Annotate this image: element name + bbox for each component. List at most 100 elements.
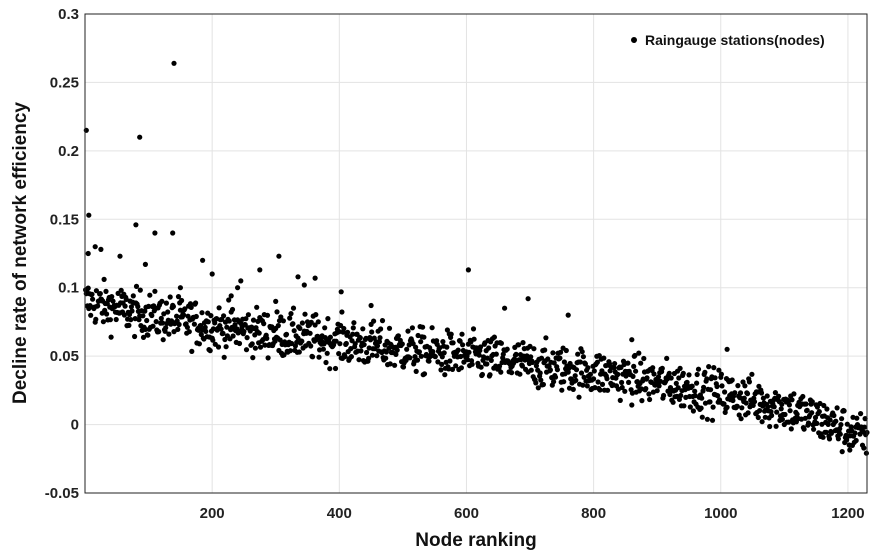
data-point (854, 415, 860, 421)
data-point (650, 365, 656, 371)
data-point (393, 351, 399, 357)
data-point (803, 401, 809, 407)
data-point (182, 306, 188, 312)
data-point (704, 416, 711, 422)
data-point (387, 361, 393, 367)
data-point (479, 371, 485, 378)
data-point (287, 315, 293, 321)
data-point (416, 349, 422, 355)
data-point (100, 319, 106, 325)
data-point (520, 340, 526, 346)
data-point (577, 359, 583, 365)
data-point (399, 341, 405, 347)
data-point (277, 337, 283, 343)
data-point (243, 347, 250, 353)
data-point (772, 390, 779, 396)
data-point (604, 376, 610, 382)
data-point (724, 346, 730, 352)
data-point (117, 253, 123, 259)
data-point (678, 392, 684, 399)
data-point (339, 309, 345, 315)
data-point (145, 332, 151, 338)
data-point (820, 434, 826, 440)
data-point (442, 372, 448, 378)
data-point (695, 366, 702, 372)
data-point (418, 353, 424, 359)
data-point (308, 343, 314, 349)
data-point (175, 294, 182, 300)
data-point (226, 297, 232, 303)
data-point (290, 305, 297, 311)
data-point (704, 376, 710, 382)
data-point (176, 321, 182, 328)
data-point (163, 300, 169, 306)
data-point (861, 424, 868, 430)
data-point (447, 358, 453, 364)
data-point (357, 335, 363, 341)
data-point (250, 355, 256, 361)
data-point (150, 323, 156, 329)
data-point (630, 373, 636, 379)
data-point (312, 322, 318, 328)
data-point (208, 313, 214, 319)
data-point (804, 407, 810, 413)
data-point (661, 392, 667, 399)
data-point (769, 412, 775, 419)
data-point (153, 319, 159, 325)
data-point (449, 366, 456, 372)
data-point (376, 339, 382, 345)
data-point (86, 212, 92, 218)
data-point (858, 411, 864, 417)
data-point (576, 394, 582, 400)
data-point (439, 354, 445, 360)
data-point (341, 325, 347, 332)
data-point (531, 346, 537, 352)
data-point (170, 303, 176, 310)
data-point (595, 379, 601, 385)
data-point (771, 404, 777, 410)
data-point (833, 418, 839, 424)
data-point (702, 369, 708, 375)
data-point (787, 408, 793, 414)
data-point (647, 396, 653, 403)
data-point (221, 313, 227, 319)
data-point (666, 370, 672, 376)
data-point (659, 365, 665, 371)
data-point (158, 315, 164, 321)
data-point (719, 383, 725, 389)
data-point (351, 320, 357, 326)
data-point (791, 391, 797, 397)
data-point (828, 430, 835, 436)
data-point (676, 375, 682, 381)
data-point (273, 298, 279, 304)
data-point (459, 331, 465, 337)
data-point (525, 296, 531, 302)
data-point (95, 303, 101, 309)
x-tick-label: 1200 (831, 505, 864, 522)
data-point (128, 317, 134, 323)
data-point (831, 412, 837, 419)
data-point (623, 373, 629, 379)
data-point (378, 326, 384, 332)
data-point (368, 302, 374, 309)
data-point (453, 363, 459, 369)
data-point (722, 389, 728, 395)
data-point (430, 349, 436, 355)
data-point (93, 316, 99, 322)
data-point (420, 324, 426, 330)
data-point (207, 348, 213, 354)
data-point (786, 402, 793, 408)
data-point (369, 352, 375, 358)
data-point (651, 371, 657, 377)
data-point (466, 349, 472, 355)
data-point (827, 417, 833, 423)
data-point (147, 292, 153, 298)
data-point (578, 370, 585, 376)
data-point (814, 420, 820, 426)
data-point (779, 401, 785, 407)
data-point (773, 423, 779, 429)
data-point (383, 349, 389, 355)
data-point (599, 381, 606, 387)
data-point (350, 331, 356, 337)
data-point (132, 333, 138, 340)
